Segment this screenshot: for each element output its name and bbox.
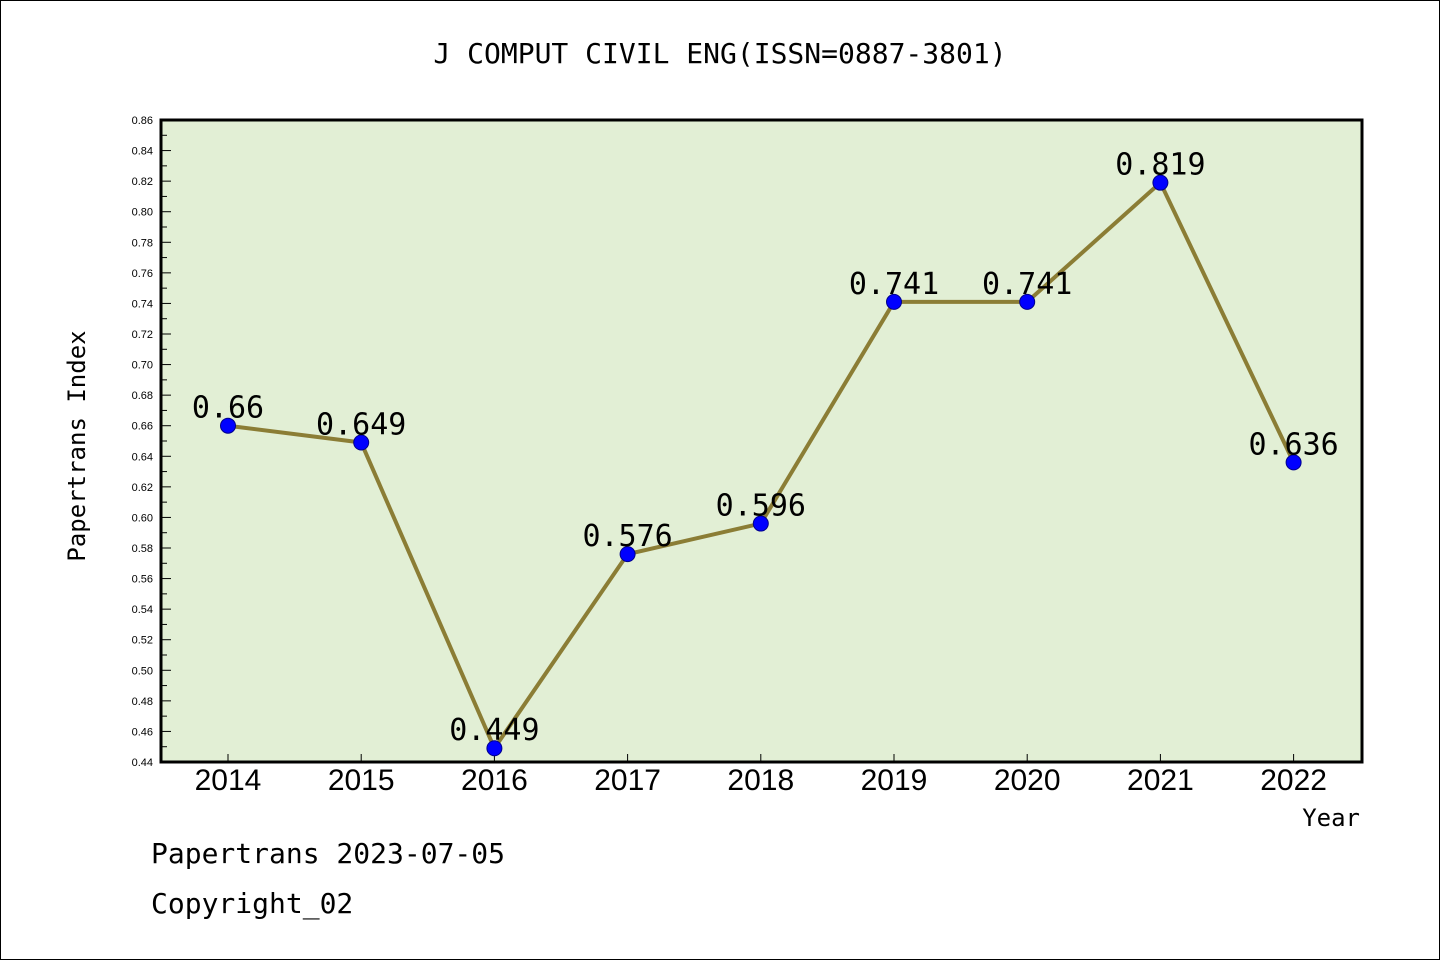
data-point — [619, 546, 636, 563]
x-tick-label: 2015 — [328, 764, 395, 797]
x-tick-label: 2017 — [594, 764, 661, 797]
y-tick-label: 0.48 — [132, 696, 153, 708]
y-tick-label: 0.80 — [132, 207, 153, 219]
data-label: 0.819 — [1115, 148, 1205, 183]
data-label: 0.649 — [316, 408, 406, 443]
y-tick-label: 0.82 — [132, 176, 153, 188]
y-tick-label: 0.44 — [132, 757, 153, 769]
y-tick-labels: 0.44 0.46 0.48 0.50 0.52 0.54 0.56 0.58 0.60 0.62… — [132, 115, 153, 769]
y-tick-label: 0.70 — [132, 360, 153, 372]
data-label: 0.741 — [849, 267, 939, 302]
chart-title: J COMPUT CIVIL ENG(ISSN=0887-3801) — [433, 37, 1007, 70]
y-tick-label: 0.66 — [132, 421, 153, 433]
data-labels: 0.66 0.649 0.449 0.576 0.596 0.741 0.741 0.819 0… — [192, 148, 1339, 749]
y-tick-label: 0.60 — [132, 512, 153, 524]
data-label: 0.66 — [192, 391, 264, 426]
y-tick-label: 0.86 — [132, 115, 153, 127]
y-tick-label: 0.74 — [132, 298, 153, 310]
x-tick-label: 2014 — [195, 764, 262, 797]
plot-frame — [159, 118, 1364, 764]
x-tick-label: 2016 — [461, 764, 528, 797]
y-tick-label: 0.50 — [132, 665, 153, 677]
data-point — [886, 293, 902, 310]
y-tick-label: 0.62 — [132, 482, 153, 494]
y-tick-label: 0.64 — [132, 451, 153, 463]
data-label: 0.636 — [1248, 427, 1338, 462]
y-tick-label: 0.52 — [132, 635, 153, 647]
y-tick-label: 0.58 — [132, 543, 153, 555]
data-points — [220, 174, 1302, 757]
data-point — [1285, 454, 1302, 471]
x-tick-labels: 2014 2015 2016 2017 2018 2019 2020 2021 2022 — [195, 764, 1327, 797]
x-tick-label: 2019 — [861, 764, 928, 797]
y-tick-label: 0.78 — [132, 237, 153, 249]
footer-copyright: Copyright_02 — [151, 887, 354, 920]
y-tick-label: 0.46 — [132, 726, 153, 738]
data-point — [1152, 174, 1169, 191]
y-tick-label: 0.72 — [132, 329, 153, 341]
data-label: 0.449 — [449, 713, 539, 748]
y-tick-label: 0.76 — [132, 268, 153, 280]
data-point — [486, 740, 503, 757]
data-point — [220, 417, 236, 434]
data-label: 0.596 — [716, 489, 806, 524]
data-point — [1019, 293, 1036, 310]
x-tick-label: 2018 — [727, 764, 794, 797]
y-tick-label: 0.84 — [132, 146, 153, 158]
y-tick-label: 0.56 — [132, 574, 153, 586]
data-point — [353, 434, 370, 451]
data-label: 0.576 — [582, 519, 672, 554]
footer-date: Papertrans 2023-07-05 — [151, 837, 506, 870]
y-tick-label: 0.68 — [132, 390, 153, 402]
data-label: 0.741 — [982, 267, 1072, 302]
x-tick-label: 2021 — [1127, 764, 1194, 797]
x-axis-title: Year — [1302, 804, 1360, 832]
x-tick-label: 2020 — [994, 764, 1061, 797]
y-axis-title: Papertrans Index — [63, 330, 91, 561]
data-point — [752, 515, 769, 532]
y-tick-label: 0.54 — [132, 604, 153, 616]
x-tick-label: 2022 — [1260, 764, 1327, 797]
